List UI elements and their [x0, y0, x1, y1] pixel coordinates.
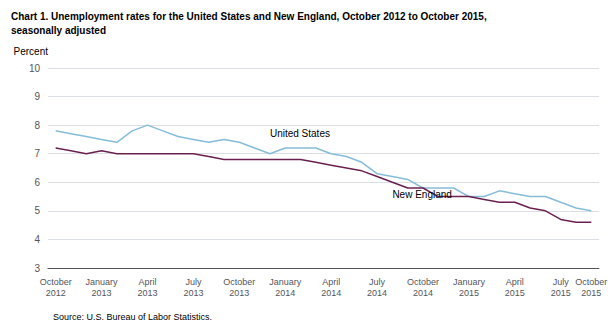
svg-text:2015: 2015: [459, 288, 479, 298]
svg-text:July: July: [553, 277, 570, 287]
svg-text:6: 6: [34, 177, 40, 188]
svg-text:January: January: [453, 277, 486, 287]
svg-text:July: July: [185, 277, 202, 287]
svg-text:July: July: [369, 277, 386, 287]
svg-text:5: 5: [34, 205, 40, 216]
svg-text:New England: New England: [392, 189, 451, 200]
svg-text:10: 10: [29, 63, 41, 74]
svg-text:United States: United States: [270, 128, 330, 139]
svg-text:April: April: [322, 277, 340, 287]
svg-text:October: October: [40, 277, 72, 287]
svg-text:October: October: [575, 277, 607, 287]
svg-text:Source: U.S. Bureau of Labor S: Source: U.S. Bureau of Labor Statistics.: [53, 312, 212, 322]
svg-text:April: April: [506, 277, 524, 287]
svg-text:April: April: [138, 277, 156, 287]
svg-text:2013: 2013: [92, 288, 112, 298]
svg-text:seasonally adjusted: seasonally adjusted: [11, 25, 106, 36]
svg-text:8: 8: [34, 120, 40, 131]
svg-text:October: October: [223, 277, 255, 287]
svg-text:January: January: [86, 277, 119, 287]
svg-text:4: 4: [34, 234, 40, 245]
svg-text:2015: 2015: [581, 288, 601, 298]
svg-text:2014: 2014: [367, 288, 387, 298]
svg-text:2015: 2015: [551, 288, 571, 298]
svg-text:2013: 2013: [137, 288, 157, 298]
svg-text:2014: 2014: [321, 288, 341, 298]
svg-text:October: October: [407, 277, 439, 287]
svg-text:2013: 2013: [183, 288, 203, 298]
svg-text:9: 9: [34, 91, 40, 102]
svg-text:2014: 2014: [275, 288, 295, 298]
svg-text:7: 7: [34, 148, 40, 159]
svg-text:January: January: [269, 277, 302, 287]
svg-text:2015: 2015: [505, 288, 525, 298]
svg-text:3: 3: [34, 263, 40, 274]
svg-text:2014: 2014: [413, 288, 433, 298]
svg-text:2013: 2013: [229, 288, 249, 298]
svg-text:Percent: Percent: [14, 46, 49, 57]
svg-text:Chart 1. Unemployment rates fo: Chart 1. Unemployment rates for the Unit…: [11, 11, 487, 22]
svg-text:2012: 2012: [46, 288, 66, 298]
